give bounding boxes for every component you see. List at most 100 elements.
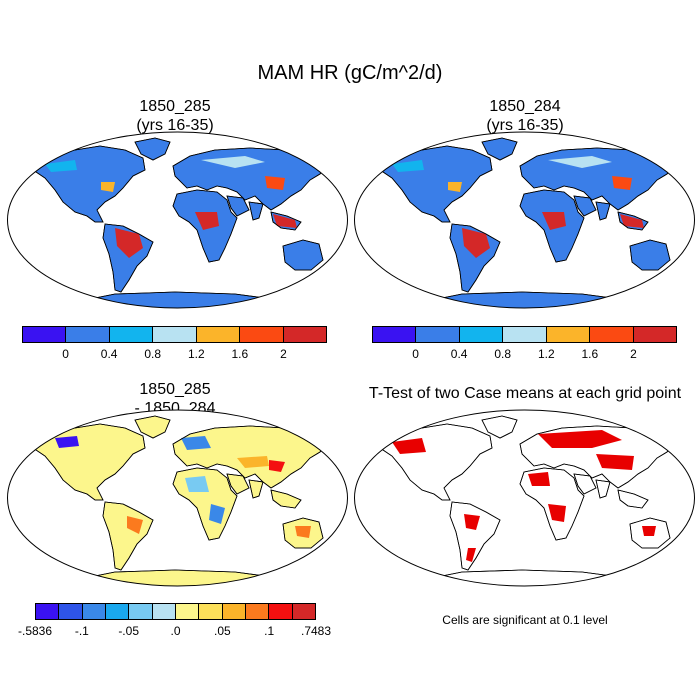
coastline-india bbox=[595, 201, 611, 221]
coastline-south-america bbox=[102, 223, 154, 293]
colorbar-segment bbox=[129, 604, 153, 619]
high-hr-patch-east-asia bbox=[612, 176, 632, 190]
significant-cells-northern-eurasia bbox=[538, 430, 622, 448]
positive-diff-patch-central-asia bbox=[237, 456, 269, 468]
high-hr-patch-southeast-asia bbox=[620, 214, 644, 228]
high-hr-patch-central-africa bbox=[542, 212, 566, 230]
colorbar-tick-label: 0 bbox=[62, 347, 69, 361]
colorbar-segment bbox=[373, 327, 417, 342]
significant-cells-south-america bbox=[464, 514, 480, 530]
significant-cells-canada bbox=[392, 438, 426, 454]
coastline-north-america bbox=[371, 423, 493, 501]
map-case-1850-284 bbox=[354, 131, 695, 309]
colorbar-tick-label: 0.8 bbox=[144, 347, 162, 361]
coastline-se-asia bbox=[617, 211, 649, 231]
map-case-1850-285 bbox=[7, 131, 348, 309]
colorbar-tick-label: .0 bbox=[170, 624, 181, 638]
colorbar-segment bbox=[23, 327, 67, 342]
colorbar-segment bbox=[503, 327, 547, 342]
coastline-south-america bbox=[449, 223, 501, 293]
high-hr-patch-amazon bbox=[115, 228, 143, 258]
significant-cells-patagonia bbox=[466, 548, 476, 562]
coastline-australia bbox=[282, 239, 324, 271]
map-border bbox=[7, 131, 348, 309]
significant-cells-central-east-asia bbox=[596, 454, 634, 470]
coastline-greenland bbox=[481, 137, 518, 161]
coastline-antarctica bbox=[421, 569, 629, 586]
colorbar-tick-label: 0.4 bbox=[100, 347, 118, 361]
colorbar-segment bbox=[109, 327, 154, 342]
colorbar-case-1850-284 bbox=[372, 326, 677, 343]
colorbar-tick-label: 1.2 bbox=[187, 347, 205, 361]
colorbar-tick-label: 2 bbox=[630, 347, 637, 361]
coastline-se-asia bbox=[270, 211, 302, 231]
coastline-greenland bbox=[134, 415, 171, 439]
ocean bbox=[354, 410, 695, 586]
low-hr-patch-canada bbox=[392, 160, 424, 172]
coastline-north-america bbox=[24, 423, 146, 501]
high-hr-patch-southeast-asia bbox=[273, 214, 297, 228]
coastline-africa bbox=[519, 189, 585, 263]
coastline-greenland bbox=[134, 137, 171, 161]
colorbar-tick-label: .7483 bbox=[300, 624, 332, 638]
colorbar-tick-label: 0.4 bbox=[450, 347, 468, 361]
colorbar-segment bbox=[633, 327, 676, 342]
coastline-arabia bbox=[226, 473, 250, 495]
low-hr-patch-siberia bbox=[201, 156, 265, 168]
figure-title: MAM HR (gC/m^2/d) bbox=[257, 62, 443, 84]
colorbar-segment bbox=[36, 604, 60, 619]
panel-title-bottom-right: T-Test of two Case means at each grid po… bbox=[368, 385, 682, 402]
medium-hr-patch-eastern-us bbox=[101, 182, 115, 192]
colorbar-difference bbox=[35, 603, 316, 620]
panel-title-top-left: 1850_285 (yrs 16-35) bbox=[25, 97, 325, 135]
colorbar-segment bbox=[590, 327, 634, 342]
negative-diff-patch-canada bbox=[55, 436, 79, 448]
colorbar-tick-label: .1 bbox=[264, 624, 275, 638]
coastline-se-asia bbox=[617, 489, 649, 509]
coastline-africa bbox=[519, 467, 585, 541]
positive-diff-patch-east-asia bbox=[269, 460, 285, 472]
low-hr-patch-siberia bbox=[548, 156, 612, 168]
colorbar-segment bbox=[153, 327, 197, 342]
coastline-antarctica bbox=[74, 569, 282, 586]
low-hr-patch-canada bbox=[45, 160, 77, 172]
negative-diff-patch-northern-eurasia bbox=[181, 436, 211, 450]
colorbar-segment bbox=[245, 604, 270, 619]
map-border bbox=[7, 409, 348, 587]
coastline-arabia bbox=[226, 195, 250, 217]
colorbar-segment bbox=[196, 327, 241, 342]
coastline-arabia bbox=[573, 195, 597, 217]
colorbar-tick-label: -.05 bbox=[118, 624, 139, 638]
map-border bbox=[354, 409, 695, 587]
map-ttest-significance bbox=[354, 409, 695, 587]
panel-case-name: 1850_285 bbox=[139, 381, 211, 398]
high-hr-patch-central-africa bbox=[195, 212, 219, 230]
coastline-australia bbox=[629, 239, 671, 271]
colorbar-segment bbox=[416, 327, 460, 342]
negative-diff-patch-southern-africa bbox=[209, 504, 225, 524]
map-difference bbox=[7, 409, 348, 587]
colorbar-segment bbox=[152, 604, 176, 619]
coastline-africa bbox=[172, 189, 238, 263]
positive-diff-patch-australia bbox=[295, 526, 311, 538]
colorbar-tick-label: .05 bbox=[213, 624, 231, 638]
colorbar-segment bbox=[459, 327, 504, 342]
coastline-north-america bbox=[371, 145, 493, 223]
high-hr-patch-amazon bbox=[462, 228, 490, 258]
panel-years: (yrs 16-35) bbox=[486, 117, 564, 134]
colorbar-segment bbox=[82, 604, 106, 619]
medium-hr-patch-eastern-us bbox=[448, 182, 462, 192]
colorbar-segment bbox=[59, 604, 83, 619]
coastline-south-america bbox=[449, 501, 501, 571]
colorbar-segment bbox=[283, 327, 326, 342]
coastline-se-asia bbox=[270, 489, 302, 509]
panel-title-top-right: 1850_284 (yrs 16-35) bbox=[375, 97, 675, 135]
colorbar-tick-label: 1.6 bbox=[581, 347, 599, 361]
coastline-north-america bbox=[24, 145, 146, 223]
map-border bbox=[354, 131, 695, 309]
significant-cells-southern-africa bbox=[548, 504, 566, 522]
coastline-antarctica bbox=[74, 291, 282, 308]
colorbar-case-1850-285 bbox=[22, 326, 327, 343]
colorbar-segment bbox=[199, 604, 223, 619]
colorbar-tick-label: -.1 bbox=[74, 624, 89, 638]
